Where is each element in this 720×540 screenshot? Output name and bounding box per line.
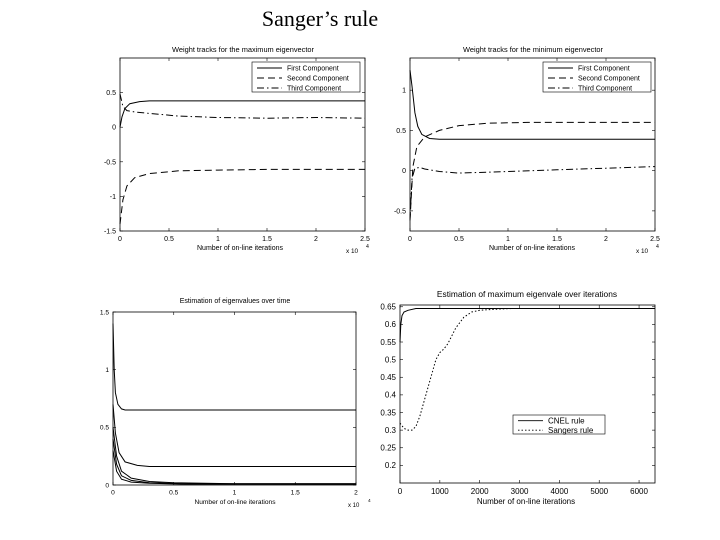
y-tick-label: 0 [105,482,109,489]
chart-title: Estimation of eigenvalues over time [180,298,291,305]
x-axis-label: Number of on-line iterations [489,245,575,252]
x-axis-label: Number of on-line iterations [197,245,283,252]
series-line-1 [399,308,655,343]
series-line-2 [399,308,512,431]
legend-label: Second Component [287,75,349,82]
y-tick-label: -1.5 [104,228,116,235]
y-tick-label: 0.2 [385,461,397,470]
chart-title: Weight tracks for the maximum eigenvecto… [172,45,315,54]
legend-label: Third Component [578,85,632,92]
y-tick-label: 0.3 [385,426,397,435]
y-tick-label: -1 [110,194,116,201]
x-tick-label: 1.5 [262,236,272,243]
x-axis-label: Number of on-line iterations [195,499,277,506]
x-tick-label: 1 [506,236,510,243]
x-tick-label: 2.5 [360,236,370,243]
legend-box [251,61,361,93]
chart-title: Estimation of maximum eigenvale over ite… [437,289,617,299]
y-tick-label: 0 [402,168,406,175]
x-axis-multiplier-exponent: 4 [366,244,369,250]
x-tick-label: 0 [408,236,412,243]
legend-label: First Component [287,65,339,72]
x-tick-label: 3000 [511,487,529,496]
x-axis-multiplier-exponent: 4 [368,498,371,504]
x-tick-label: 0 [118,236,122,243]
x-tick-label: 1 [216,236,220,243]
legend-box [512,414,606,435]
y-tick-label: -0.5 [394,208,406,215]
series-line-2 [409,121,655,221]
x-axis-multiplier: x 10 [346,248,359,255]
y-tick-label: 0.65 [380,303,396,312]
slide-title: Sanger’s rule [261,6,379,31]
x-tick-label: 0 [398,487,403,496]
x-tick-label: 6000 [630,487,648,496]
y-tick-label: 0.35 [380,408,396,417]
y-tick-label: 0.5 [100,425,109,432]
x-tick-label: 4000 [550,487,568,496]
x-tick-label: 0.5 [169,490,178,497]
chart-max-eigenvalue-estimation: Estimation of maximum eigenvale over ite… [380,289,656,506]
legend-label: Sangers rule [548,426,594,435]
plot-frame [119,57,366,232]
x-tick-label: 5000 [590,487,608,496]
y-tick-label: 0.55 [380,338,396,347]
x-axis-multiplier: x 10 [348,503,360,509]
y-tick-label: 1 [105,367,109,374]
x-tick-label: 2000 [471,487,489,496]
series-line-5 [112,450,357,485]
y-tick-label: 1 [402,88,406,95]
legend-label: CNEL rule [548,417,585,426]
x-tick-label: 2.5 [650,236,660,243]
plot-frame [112,311,357,486]
chart-eigenvalue-estimation: Estimation of eigenvalues over time 0 0.5 1… [100,298,371,509]
x-tick-label: 0.5 [454,236,464,243]
x-tick-label: 0 [111,490,115,497]
y-tick-label: 0 [112,125,116,132]
x-tick-label: 1.5 [291,490,300,497]
chart-max-eigenvector-weights: Weight tracks for the maximum eigenvecto… [104,45,370,255]
legend-box [542,61,652,93]
y-tick-label: 0.45 [380,373,396,382]
series-line-2 [119,168,365,225]
plot-frame [409,57,656,232]
y-tick-label: 1.5 [100,309,109,316]
series-line-1 [409,70,655,140]
x-axis-label: Number of on-line iterations [477,497,575,506]
y-tick-label: 0.5 [396,128,406,135]
x-tick-label: 2 [314,236,318,243]
x-tick-label: 2 [354,490,358,497]
y-tick-label: 0.4 [385,391,397,400]
y-tick-label: 0.5 [385,355,397,364]
y-tick-label: 0.25 [380,444,396,453]
x-axis-multiplier: x 10 [636,248,649,255]
series-line-3 [112,427,356,485]
y-tick-label: -0.5 [104,159,116,166]
x-tick-label: 1 [233,490,237,497]
series-line-3 [119,93,366,119]
series-line-4 [112,438,356,485]
series-line-1 [119,100,365,128]
legend-label: Second Component [578,75,640,82]
x-axis-multiplier-exponent: 4 [656,244,659,250]
plot-frame [399,304,656,484]
series-line-1 [112,323,356,411]
y-tick-label: 0.5 [106,90,116,97]
x-tick-label: 1000 [431,487,449,496]
x-tick-label: 0.5 [164,236,174,243]
legend-label: First Component [578,65,630,72]
series-line-3 [409,166,656,219]
legend-label: Third Component [287,85,341,92]
y-tick-label: 0.6 [385,320,397,329]
chart-title: Weight tracks for the minimum eigenvecto… [463,45,603,54]
x-tick-label: 2 [604,236,608,243]
x-tick-label: 1.5 [552,236,562,243]
series-line-2 [112,404,356,467]
chart-min-eigenvector-weights: Weight tracks for the minimum eigenvecto… [394,45,660,255]
